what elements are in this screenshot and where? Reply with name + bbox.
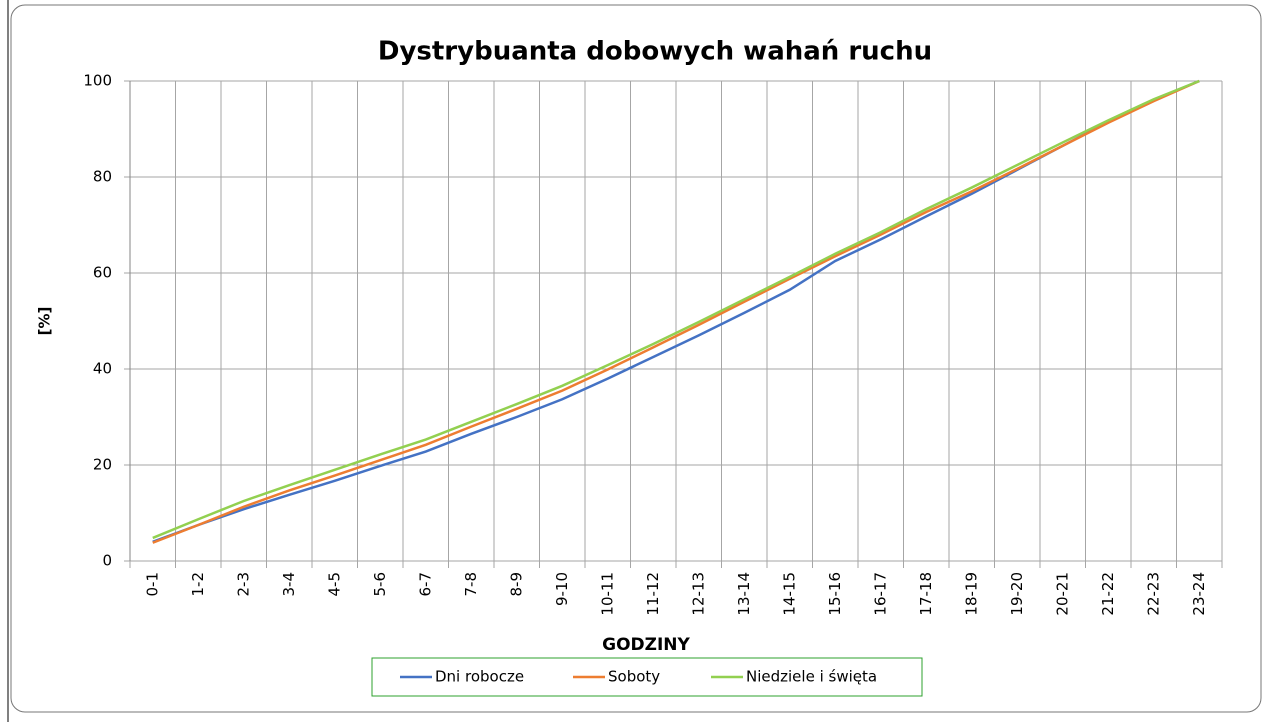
- y-tick-label: 40: [93, 360, 112, 378]
- x-tick-label: 12-13: [689, 572, 707, 616]
- x-tick-label: 7-8: [462, 572, 480, 597]
- legend-label: Soboty: [608, 668, 660, 686]
- y-tick-label: 100: [83, 72, 112, 90]
- x-tick-label: 23-24: [1190, 572, 1208, 616]
- x-tick-label: 4-5: [325, 572, 343, 597]
- x-axis-label: GODZINY: [602, 635, 690, 655]
- x-tick-label: 16-17: [871, 572, 889, 616]
- x-tick-label: 14-15: [780, 572, 798, 616]
- x-tick-label: 20-21: [1053, 572, 1071, 616]
- y-tick-label: 0: [102, 552, 112, 570]
- x-tick-label: 10-11: [598, 572, 616, 616]
- chart-area: [10, 4, 1262, 713]
- x-tick-label: 21-22: [1099, 572, 1117, 616]
- x-tick-label: 9-10: [553, 572, 571, 606]
- x-tick-label: 8-9: [507, 572, 525, 597]
- legend-label: Niedziele i święta: [746, 668, 877, 686]
- x-tick-label: 19-20: [1008, 572, 1026, 616]
- x-tick-label: 3-4: [280, 572, 298, 597]
- y-axis-label: [%]: [36, 307, 54, 336]
- x-tick-label: 2-3: [234, 572, 252, 597]
- x-tick-label: 5-6: [371, 572, 389, 597]
- chart-title: Dystrybuanta dobowych wahań ruchu: [378, 37, 932, 67]
- x-tick-label: 22-23: [1144, 572, 1162, 616]
- legend: [371, 657, 923, 697]
- x-tick-label: 0-1: [143, 572, 161, 597]
- y-tick-label: 20: [93, 456, 112, 474]
- x-tick-label: 1-2: [189, 572, 207, 597]
- series-line: [152, 79, 1200, 540]
- y-tick-label: 80: [93, 168, 112, 186]
- y-tick-label: 60: [93, 264, 112, 282]
- x-tick-label: 18-19: [962, 572, 980, 616]
- legend-label: Dni robocze: [435, 668, 524, 686]
- x-tick-label: 6-7: [416, 572, 434, 597]
- x-tick-label: 11-12: [644, 572, 662, 616]
- series-line: [152, 79, 1200, 544]
- x-tick-label: 17-18: [917, 572, 935, 616]
- x-tick-label: 15-16: [826, 572, 844, 616]
- x-tick-label: 13-14: [735, 572, 753, 616]
